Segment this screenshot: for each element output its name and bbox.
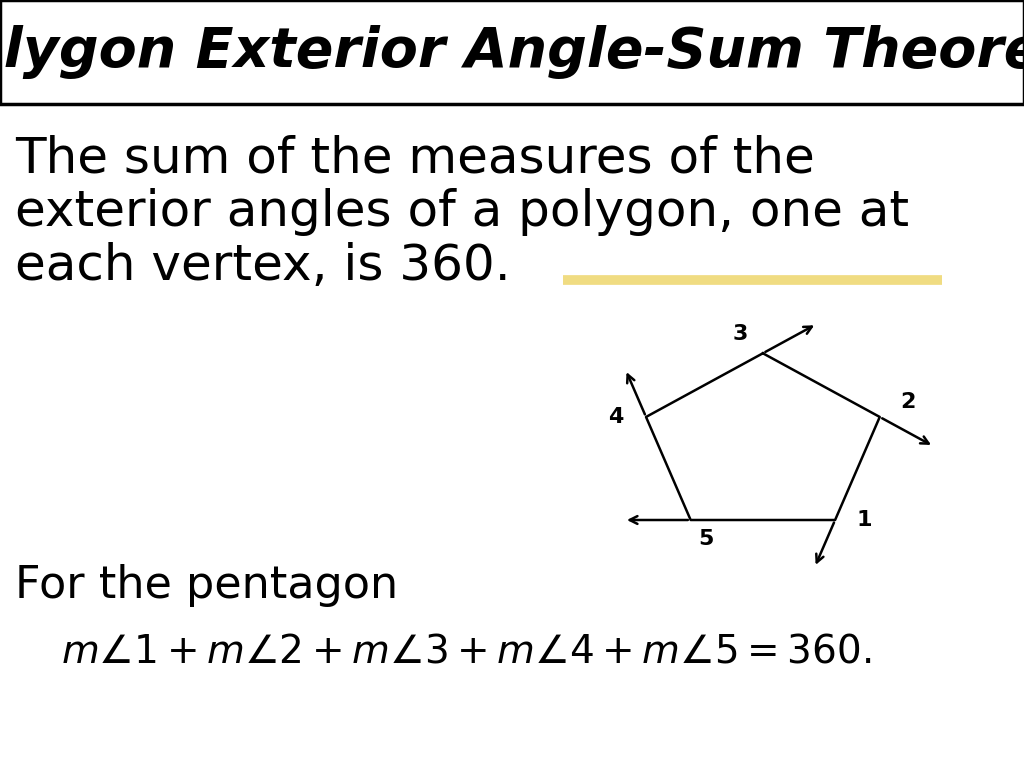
- Text: 1: 1: [856, 510, 871, 530]
- Text: each vertex, is 360.: each vertex, is 360.: [15, 242, 511, 290]
- Text: 4: 4: [607, 407, 623, 427]
- Text: $m\angle 1 + m\angle 2 + m\angle 3 + m\angle 4 + m\angle 5 = 360.$: $m\angle 1 + m\angle 2 + m\angle 3 + m\a…: [61, 634, 871, 670]
- Text: exterior angles of a polygon, one at: exterior angles of a polygon, one at: [15, 188, 909, 237]
- Bar: [0, 0, 1024, 104]
- Text: 3: 3: [732, 324, 749, 344]
- Text: Polygon Exterior Angle-Sum Theorem: Polygon Exterior Angle-Sum Theorem: [0, 25, 1024, 79]
- Text: The sum of the measures of the: The sum of the measures of the: [15, 134, 815, 183]
- Text: 2: 2: [901, 392, 916, 412]
- Text: 5: 5: [698, 529, 714, 549]
- Text: For the pentagon: For the pentagon: [15, 564, 398, 607]
